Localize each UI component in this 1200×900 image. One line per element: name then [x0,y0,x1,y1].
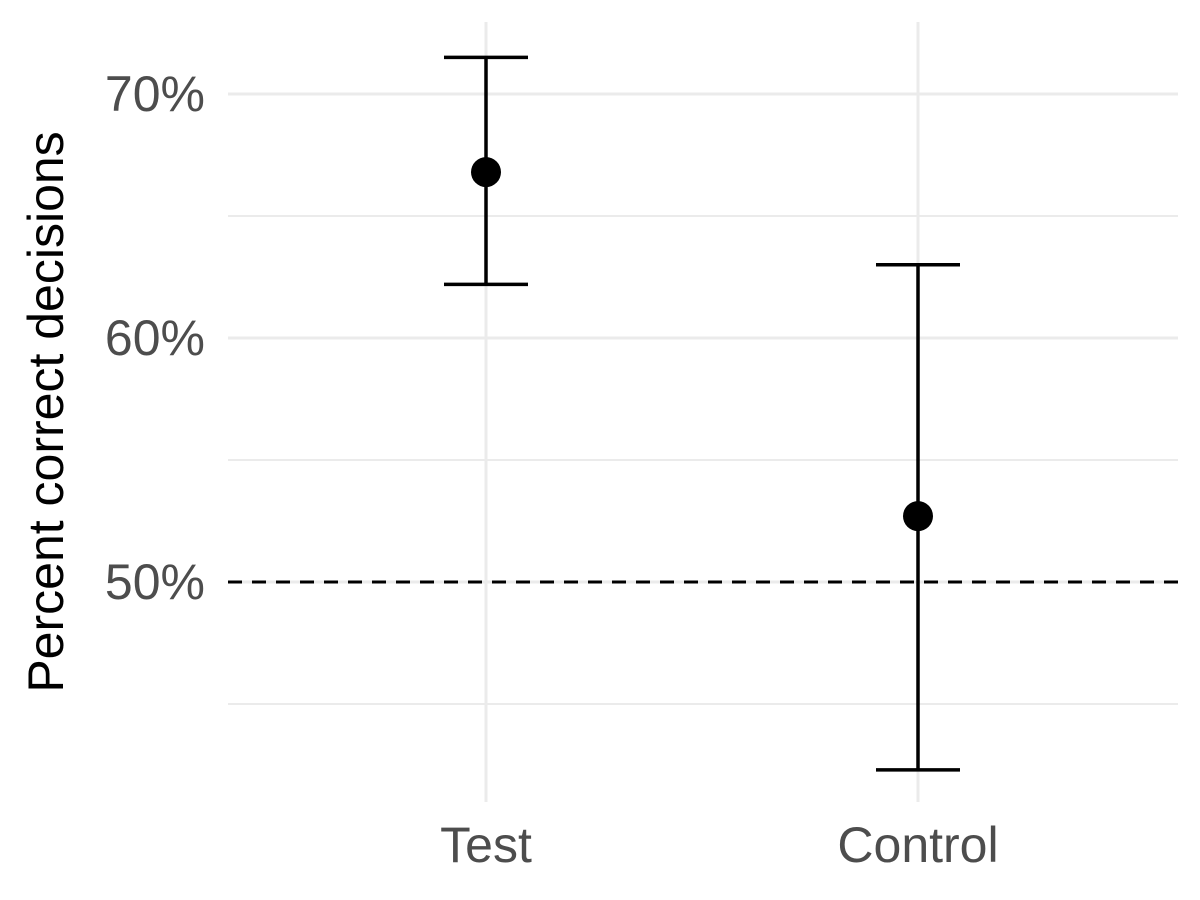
tick-label-layer: 50% 60% 70% Test Control [105,66,999,873]
point-test [471,157,501,188]
y-axis-title: Percent correct decisions [18,131,74,692]
marks-layer [444,55,960,772]
point-control [903,501,933,532]
y-tick-label: 50% [105,554,205,610]
x-tick-label: Test [440,817,532,873]
y-tick-label: 60% [105,310,205,366]
x-tick-label: Control [837,817,998,873]
y-tick-label: 70% [105,66,205,122]
grid-layer [228,22,1178,802]
